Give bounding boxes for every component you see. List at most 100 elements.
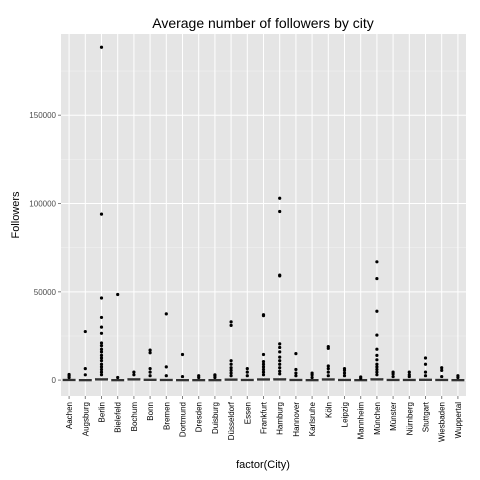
- x-tick-label: Bremen: [162, 402, 171, 430]
- outlier-point: [326, 367, 330, 371]
- x-tick-label: Essen: [243, 402, 252, 424]
- outlier-point: [375, 367, 379, 372]
- x-tick-label: Hannover: [292, 402, 301, 437]
- outlier-point: [148, 348, 152, 352]
- x-axis-title: factor(City): [236, 459, 290, 471]
- outlier-point: [294, 371, 298, 375]
- outlier-point: [99, 341, 104, 345]
- outlier-point: [278, 366, 282, 370]
- y-axis-title: Followers: [10, 191, 22, 239]
- outlier-point: [278, 372, 282, 376]
- outlier-point: [99, 347, 104, 351]
- chart-title: Average number of followers by city: [152, 15, 374, 31]
- outlier-point: [423, 362, 428, 366]
- outlier-point: [197, 374, 201, 378]
- outlier-point: [278, 369, 282, 373]
- x-tick-label: Bochum: [130, 402, 139, 432]
- outlier-point: [229, 366, 233, 370]
- outlier-point: [99, 365, 104, 369]
- outlier-point: [229, 323, 233, 327]
- outlier-point: [99, 367, 104, 372]
- x-tick-label: Mannheim: [357, 402, 366, 440]
- outlier-point: [99, 356, 104, 360]
- outlier-point: [132, 370, 136, 374]
- outlier-point: [294, 374, 298, 378]
- outlier-point: [99, 353, 104, 357]
- x-tick-label: Hamburg: [276, 402, 285, 435]
- outlier-point: [375, 353, 379, 357]
- outlier-point: [440, 368, 444, 372]
- x-tick-label: Düsseldorf: [227, 401, 236, 440]
- outlier-point: [229, 368, 233, 372]
- outlier-point: [310, 371, 314, 375]
- x-tick-label: Bonn: [146, 402, 155, 421]
- outlier-point: [180, 374, 185, 379]
- outlier-point: [326, 344, 330, 349]
- x-tick-label: München: [373, 402, 382, 435]
- outlier-layer: [67, 45, 460, 380]
- outlier-point: [375, 373, 379, 377]
- outlier-point: [375, 365, 379, 369]
- outlier-point: [261, 359, 266, 364]
- outlier-point: [245, 370, 249, 374]
- outlier-point: [342, 374, 347, 378]
- outlier-point: [116, 292, 120, 297]
- outlier-point: [261, 313, 266, 317]
- outlier-point: [83, 373, 87, 377]
- y-tick-label: 0: [52, 376, 57, 385]
- x-tick-label: Dortmund: [179, 402, 188, 437]
- x-tick-label: Bielefeld: [114, 402, 123, 433]
- outlier-point: [326, 364, 330, 368]
- outlier-point: [213, 373, 217, 377]
- outlier-point: [99, 359, 104, 363]
- x-tick-label: Dresden: [195, 402, 204, 432]
- outlier-point: [148, 351, 152, 355]
- outlier-point: [359, 375, 363, 379]
- outlier-point: [375, 333, 379, 337]
- y-axis: 0 50000 100000 150000: [29, 111, 61, 385]
- outlier-point: [375, 347, 379, 351]
- y-tick-label: 50000: [34, 288, 57, 297]
- outlier-point: [342, 367, 347, 371]
- outlier-point: [245, 367, 249, 371]
- outlier-point: [229, 359, 233, 363]
- outlier-point: [278, 350, 282, 354]
- outlier-point: [278, 355, 282, 359]
- outlier-point: [99, 350, 104, 354]
- y-tick-label: 100000: [29, 200, 56, 209]
- outlier-point: [83, 329, 87, 334]
- outlier-point: [375, 309, 379, 313]
- outlier-point: [148, 370, 152, 374]
- x-tick-label: Stuttgart: [422, 401, 431, 432]
- outlier-point: [261, 370, 266, 374]
- outlier-point: [99, 325, 104, 329]
- outlier-point: [67, 372, 71, 377]
- x-tick-label: Aachen: [65, 402, 74, 429]
- outlier-point: [294, 352, 298, 356]
- outlier-point: [164, 374, 168, 378]
- outlier-point: [278, 362, 282, 366]
- x-tick-label: Augsburg: [81, 402, 90, 436]
- box-layer: [62, 378, 465, 382]
- x-tick-label: Köln: [324, 402, 333, 418]
- outlier-point: [278, 273, 282, 277]
- outlier-point: [229, 371, 233, 375]
- outlier-point: [456, 374, 460, 378]
- outlier-point: [99, 45, 104, 49]
- outlier-point: [375, 370, 379, 374]
- x-axis: Aachen Augsburg Berlin Bielefeld Bochum Bonn B…: [65, 396, 463, 442]
- outlier-point: [229, 374, 233, 378]
- outlier-point: [278, 196, 282, 200]
- x-tick-label: Frankfurt: [260, 401, 269, 434]
- outlier-point: [261, 352, 266, 357]
- outlier-point: [261, 362, 266, 366]
- outlier-point: [83, 367, 87, 371]
- outlier-point: [407, 370, 411, 374]
- outlier-point: [391, 370, 395, 374]
- outlier-point: [278, 359, 282, 363]
- outlier-point: [116, 375, 120, 380]
- x-tick-label: Karlsruhe: [308, 401, 317, 436]
- outlier-point: [326, 370, 330, 374]
- outlier-point: [132, 373, 136, 377]
